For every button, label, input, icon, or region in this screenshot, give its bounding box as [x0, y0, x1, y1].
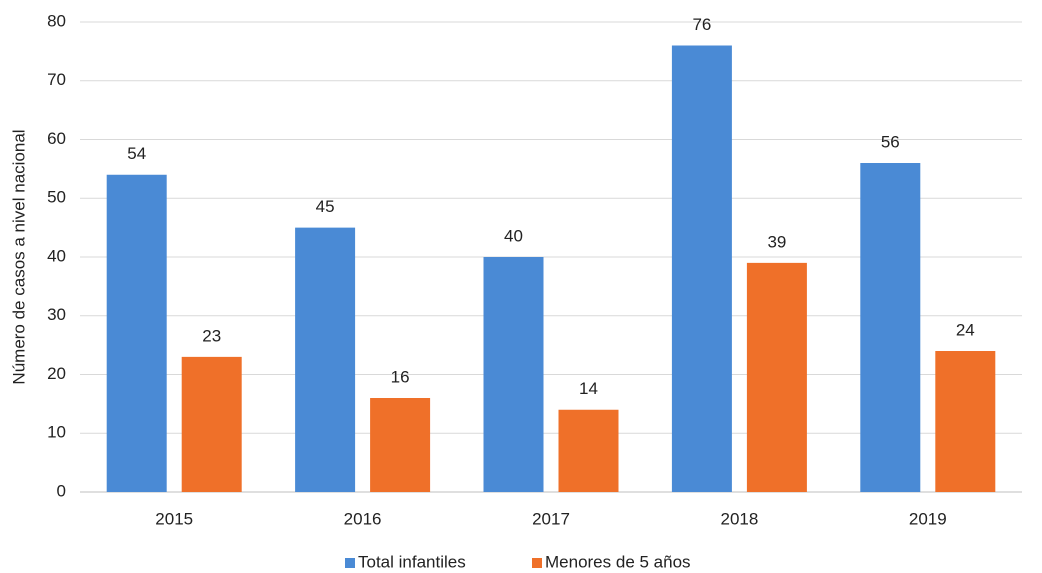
x-tick-label: 2018: [720, 509, 758, 528]
bar: [370, 398, 431, 492]
y-axis-title: Número de casos a nivel nacional: [9, 129, 28, 384]
y-tick-label: 20: [47, 364, 66, 383]
bar: [671, 45, 732, 492]
data-label: 56: [881, 132, 900, 151]
legend-swatch: [345, 558, 355, 568]
legend-swatch: [532, 558, 542, 568]
y-tick-label: 80: [47, 11, 66, 30]
data-label: 39: [767, 232, 786, 251]
y-tick-label: 0: [57, 481, 66, 500]
y-tick-label: 50: [47, 188, 66, 207]
bar: [935, 351, 996, 492]
bar: [860, 163, 921, 492]
data-label: 76: [692, 15, 711, 34]
bar: [746, 262, 807, 492]
bar: [558, 409, 619, 492]
x-tick-label: 2015: [155, 509, 193, 528]
bar: [295, 227, 356, 492]
x-tick-label: 2016: [344, 509, 382, 528]
y-tick-label: 10: [47, 423, 66, 442]
data-label: 40: [504, 226, 523, 245]
data-label: 54: [127, 144, 146, 163]
data-label: 16: [391, 367, 410, 386]
bar: [106, 174, 167, 492]
data-label: 23: [202, 326, 221, 345]
y-tick-label: 40: [47, 246, 66, 265]
legend-label: Total infantiles: [358, 552, 466, 571]
bar: [483, 257, 544, 492]
y-tick-label: 60: [47, 129, 66, 148]
x-tick-label: 2017: [532, 509, 570, 528]
y-tick-label: 30: [47, 305, 66, 324]
x-tick-label: 2019: [909, 509, 947, 528]
bar: [181, 356, 242, 492]
data-label: 24: [956, 320, 975, 339]
y-tick-label: 70: [47, 70, 66, 89]
legend-label: Menores de 5 años: [545, 552, 691, 571]
data-label: 14: [579, 379, 598, 398]
data-label: 45: [316, 197, 335, 216]
